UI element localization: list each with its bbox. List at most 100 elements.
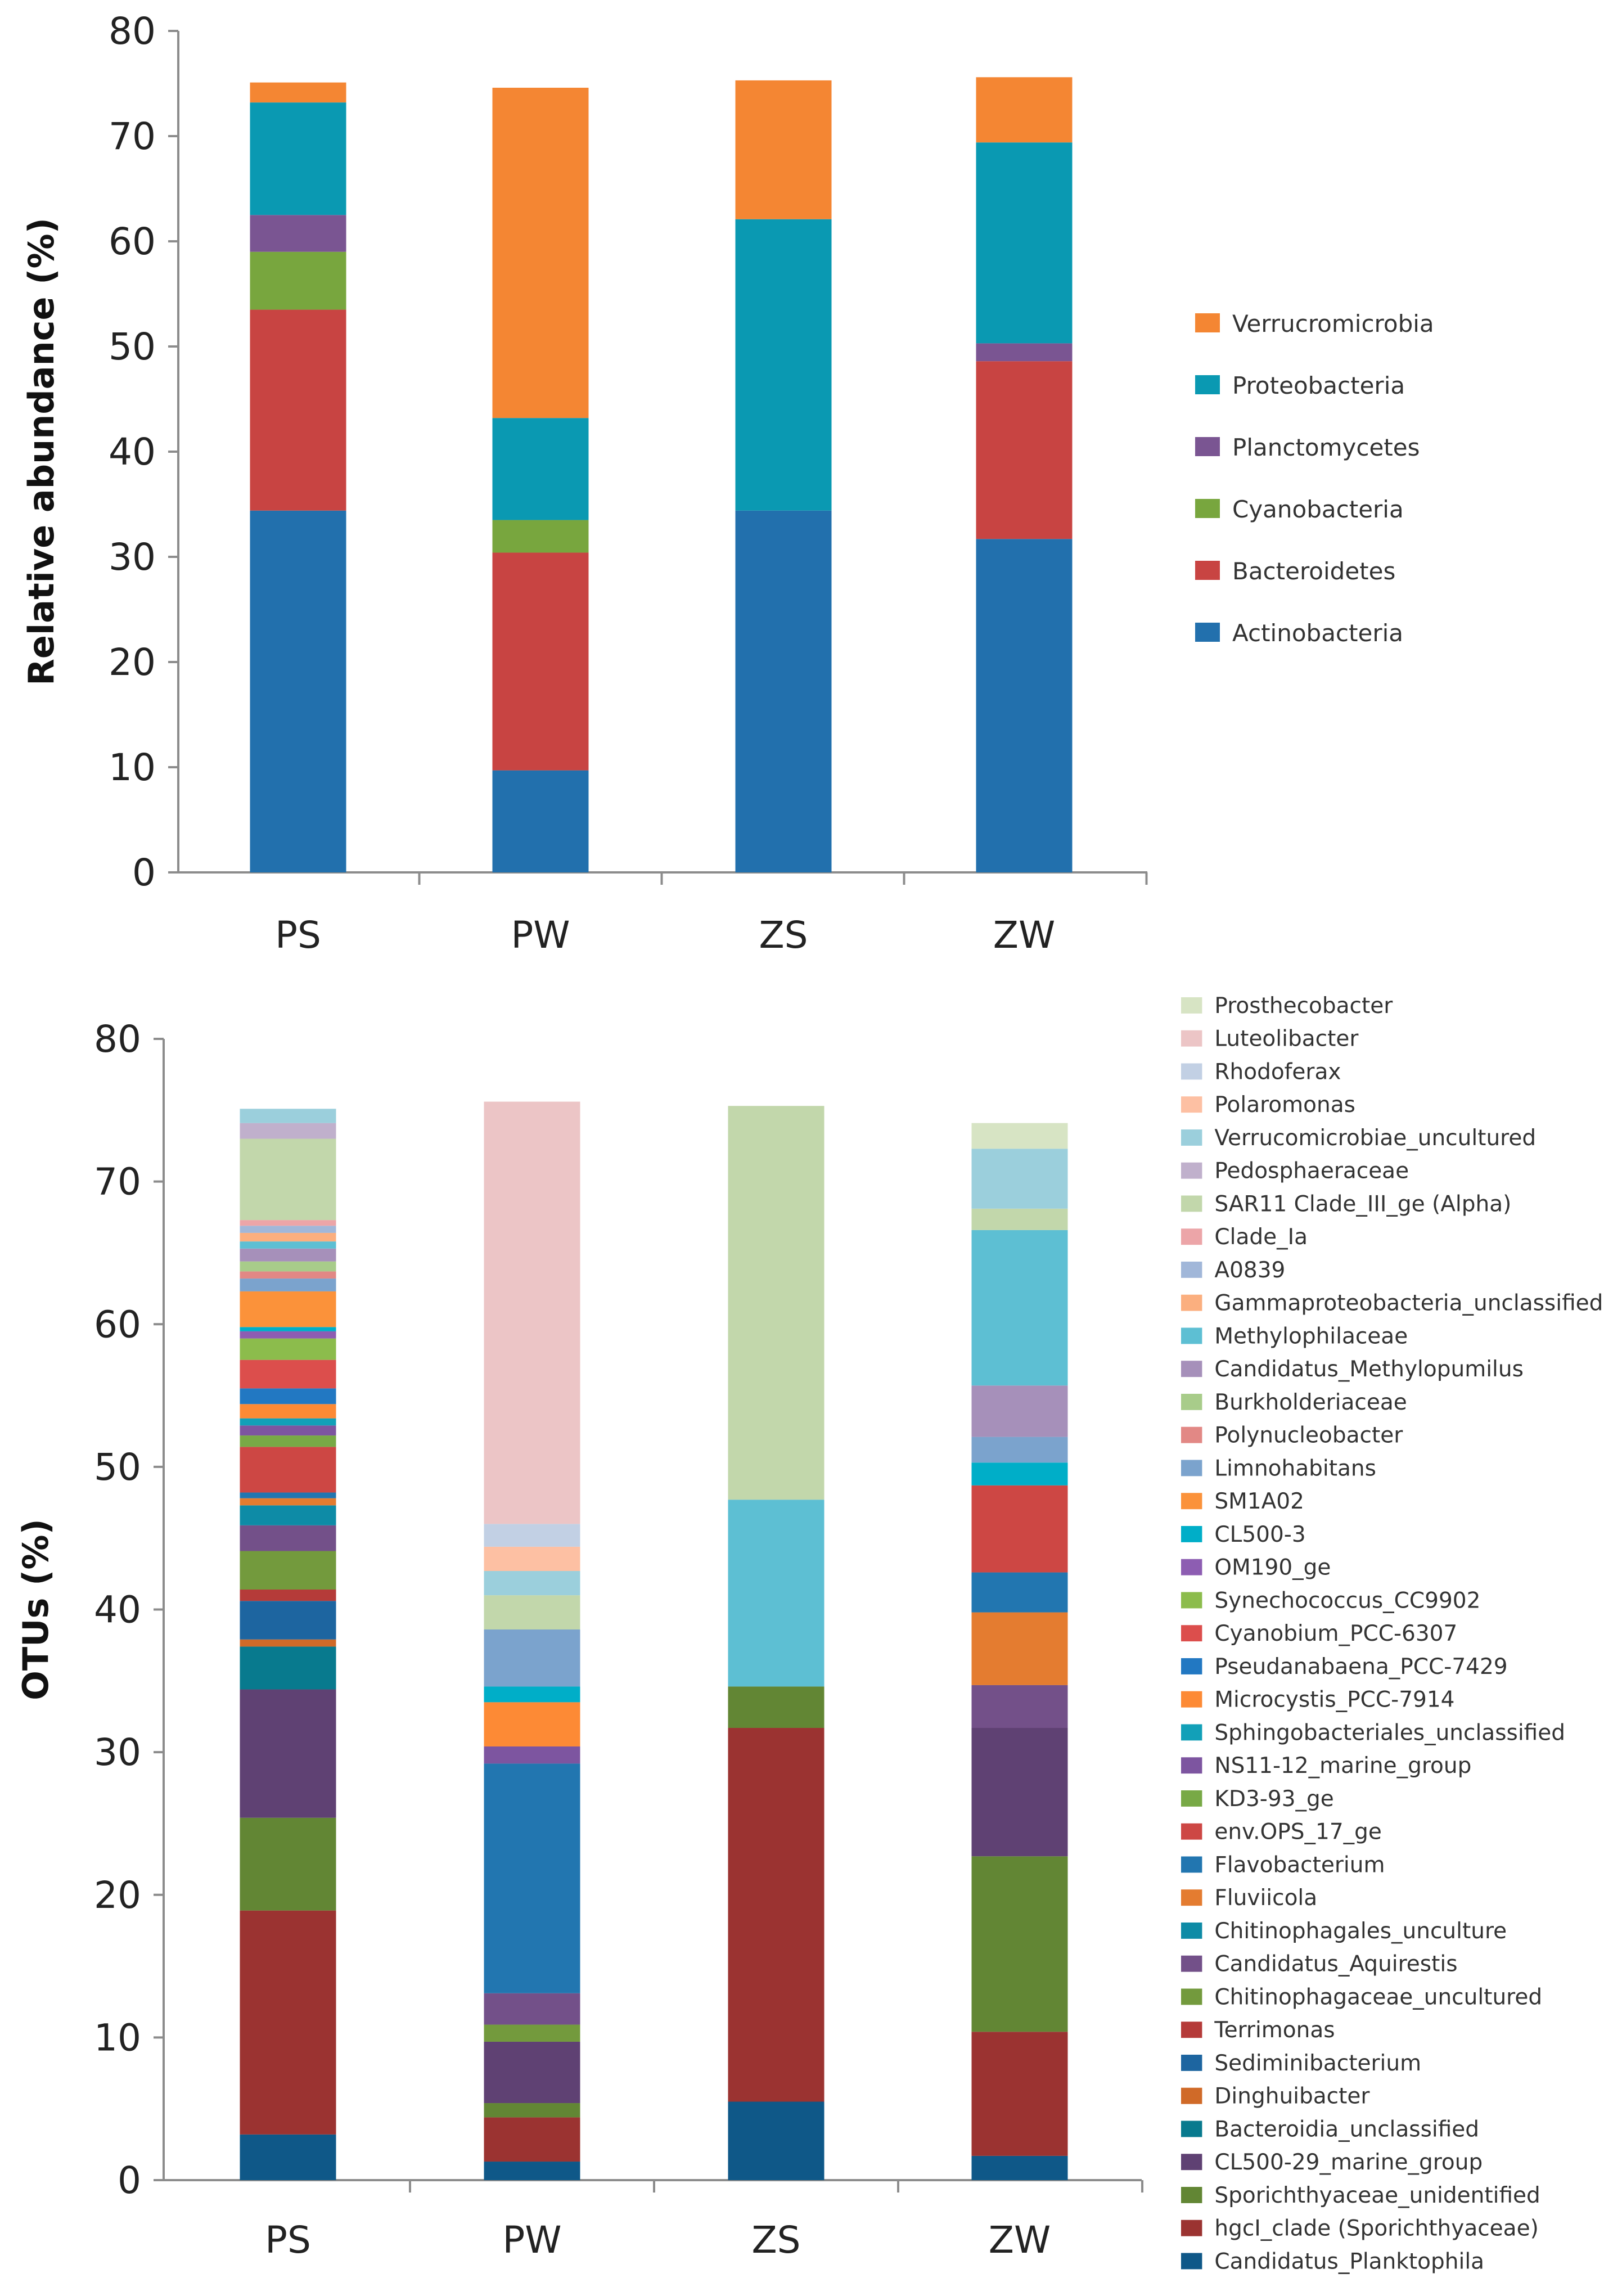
legend-item: Gammaproteobacteria_unclassified [1181,1291,1603,1316]
legend-swatch [1181,1460,1202,1476]
bar-segment-ps-limnohabitans [240,1278,336,1291]
legend-label: Chitinophagales_unculture [1214,1919,1507,1944]
legend-item: Cyanobacteria [1195,496,1404,523]
bar-segment-pw-cl500-3 [484,1686,580,1703]
y-tick-label: 30 [94,1731,141,1774]
legend-swatch [1181,1592,1202,1609]
legend-swatch [1181,1757,1202,1774]
bar-segment-zw-planctomycetes [976,343,1073,362]
legend-item: Flavobacterium [1181,1852,1385,1878]
legend-item: Chitinophagales_unculture [1181,1919,1507,1944]
legend-item: Polynucleobacter [1181,1423,1403,1448]
bar-segment-zs-verrucromicrobia [735,80,832,219]
legend-item: Pedosphaeraceae [1181,1159,1409,1184]
legend-label: Fluviicola [1214,1885,1317,1911]
legend-label: CL500-29_marine_group [1214,2150,1483,2175]
chart-2: 0 10 20 30 40 50 60 70 80 PS PW ZS ZW OTUs (%) Prosthe… [15,993,1603,2274]
bar-segment-ps-chitinophagaceae-uncultured [240,1551,336,1590]
bar-segment-pw-verrucomicrobiae-uncultured [484,1571,580,1596]
legend-label: Bacteroidia_unclassified [1214,2117,1479,2142]
legend-item: Clade_Ia [1181,1224,1308,1250]
bar-segment-zw-bacteroidetes [976,361,1073,539]
legend-label: Sporichthyaceae_unidentified [1214,2183,1540,2208]
legend-label: Pedosphaeraceae [1214,1159,1409,1184]
bar-segment-zs-sar11-clade-iii-ge-alpha- [728,1106,824,1500]
legend-item: Rhodoferax [1181,1059,1341,1084]
bar-segment-zw-flavobacterium [971,1572,1068,1613]
bar-segment-ps-verrucomicrobiae-uncultured [240,1109,336,1123]
legend-item: CL500-29_marine_group [1181,2150,1483,2175]
legend-label: Rhodoferax [1214,1059,1341,1084]
bar-segment-pw-hgci-clade-sporichthyaceae- [484,2117,580,2162]
bar-segment-pw-verrucromicrobia [492,87,589,418]
legend-item: Terrimonas [1181,2018,1335,2043]
legend-label: A0839 [1214,1258,1285,1283]
legend-item: Proteobacteria [1195,372,1405,399]
legend-swatch [1195,499,1220,518]
bar-segment-pw-sporichthyaceae-unidentified [484,2103,580,2118]
bar-segment-ps-bacteroidia-unclassified [240,1646,336,1690]
bar-segment-ps-sporichthyaceae-unidentified [240,1817,336,1911]
bar-segment-ps-gammaproteobacteria-unclassified [240,1232,336,1242]
y-tick-label: 40 [109,430,156,474]
bar-segment-ps-clade-ia [240,1220,336,1226]
legend-label: Sphingobacteriales_unclassified [1214,1720,1565,1745]
legend-swatch [1181,2154,1202,2171]
legend-label: Verrucomicrobiae_uncultured [1214,1126,1536,1151]
y-tick-label: 10 [94,2016,141,2059]
legend-item: Verrucomicrobiae_uncultured [1181,1126,1536,1151]
bar-segment-ps-chitinophagales-unculture [240,1505,336,1525]
bar-segment-pw-flavobacterium [484,1763,580,1993]
legend-swatch [1181,1625,1202,1642]
x-tick-label: ZS [759,913,808,957]
legend-item: Chitinophagaceae_uncultured [1181,1984,1542,2010]
bar-segment-zs-hgci-clade-sporichthyaceae- [728,1728,824,2102]
legend-swatch [1195,623,1220,642]
bar-segment-ps-fluviicola [240,1498,336,1506]
bar-segment-ps-terrimonas [240,1589,336,1601]
chart-1: 0 10 20 30 40 50 60 70 80 PS PW ZS ZW Relative abunda… [21,10,1434,957]
bar-segment-pw-bacteroidetes [492,552,589,771]
legend-swatch [1181,2220,1202,2236]
bar-segment-ps-hgci-clade-sporichthyaceae- [240,1910,336,2135]
legend-swatch [1195,437,1220,456]
x-tick-label: PW [502,2218,561,2262]
bar-segment-ps-flavobacterium [240,1492,336,1498]
bar-segment-ps-dinghuibacter [240,1639,336,1647]
bar-segment-zw-candidatus-planktophila [971,2155,1068,2180]
legend: Verrucromicrobia Proteobacteria Planctomyc… [1195,310,1434,647]
bar-segment-pw-limnohabitans [484,1629,580,1687]
y-tick-label: 30 [109,535,156,579]
bar-segment-ps-cyanobium-pcc-6307 [240,1359,336,1389]
x-tick-label: PS [265,2218,311,2262]
y-tick-label: 20 [109,641,156,684]
bar-segment-ps-proteobacteria [250,102,346,215]
legend-label: Cyanobacteria [1232,496,1404,523]
legend-label: Polaromonas [1214,1092,1355,1118]
bar-segment-pw-candidatus-aquirestis [484,1993,580,2025]
bar-segment-zw-limnohabitans [971,1437,1068,1463]
legend-label: Terrimonas [1214,2018,1335,2043]
legend-item: env.OPS_17_ge [1181,1820,1382,1845]
bar-segment-zw-verrucromicrobia [976,77,1073,143]
bar-segment-pw-polaromonas [484,1546,580,1572]
legend-swatch [1181,1955,1202,1972]
legend-label: Planctomycetes [1232,434,1420,461]
y-tick-label: 70 [94,1160,141,1204]
bar-segment-zw-verrucomicrobiae-uncultured [971,1149,1068,1209]
bar-segment-zw-methylophilaceae [971,1230,1068,1386]
x-tick-label: ZW [989,2218,1051,2262]
y-tick-label: 80 [109,10,156,53]
y-axis-title: OTUs (%) [15,1519,56,1700]
legend-item: Fluviicola [1181,1885,1317,1911]
legend-label: Dinghuibacter [1214,2084,1370,2109]
bar-segment-zw-cl500-29-marine-group [971,1728,1068,1857]
legend-label: Pseudanabaena_PCC-7429 [1214,1654,1507,1680]
legend-label: KD3-93_ge [1214,1786,1333,1812]
bar-segment-zw-candidatus-aquirestis [971,1685,1068,1728]
legend-item: Methylophilaceae [1181,1323,1408,1349]
bar-segment-ps-polynucleobacter [240,1271,336,1279]
bar-segment-ps-actinobacteria [250,510,346,872]
legend-item: KD3-93_ge [1181,1786,1334,1812]
bar-segment-pw-chitinophagaceae-uncultured [484,2024,580,2042]
